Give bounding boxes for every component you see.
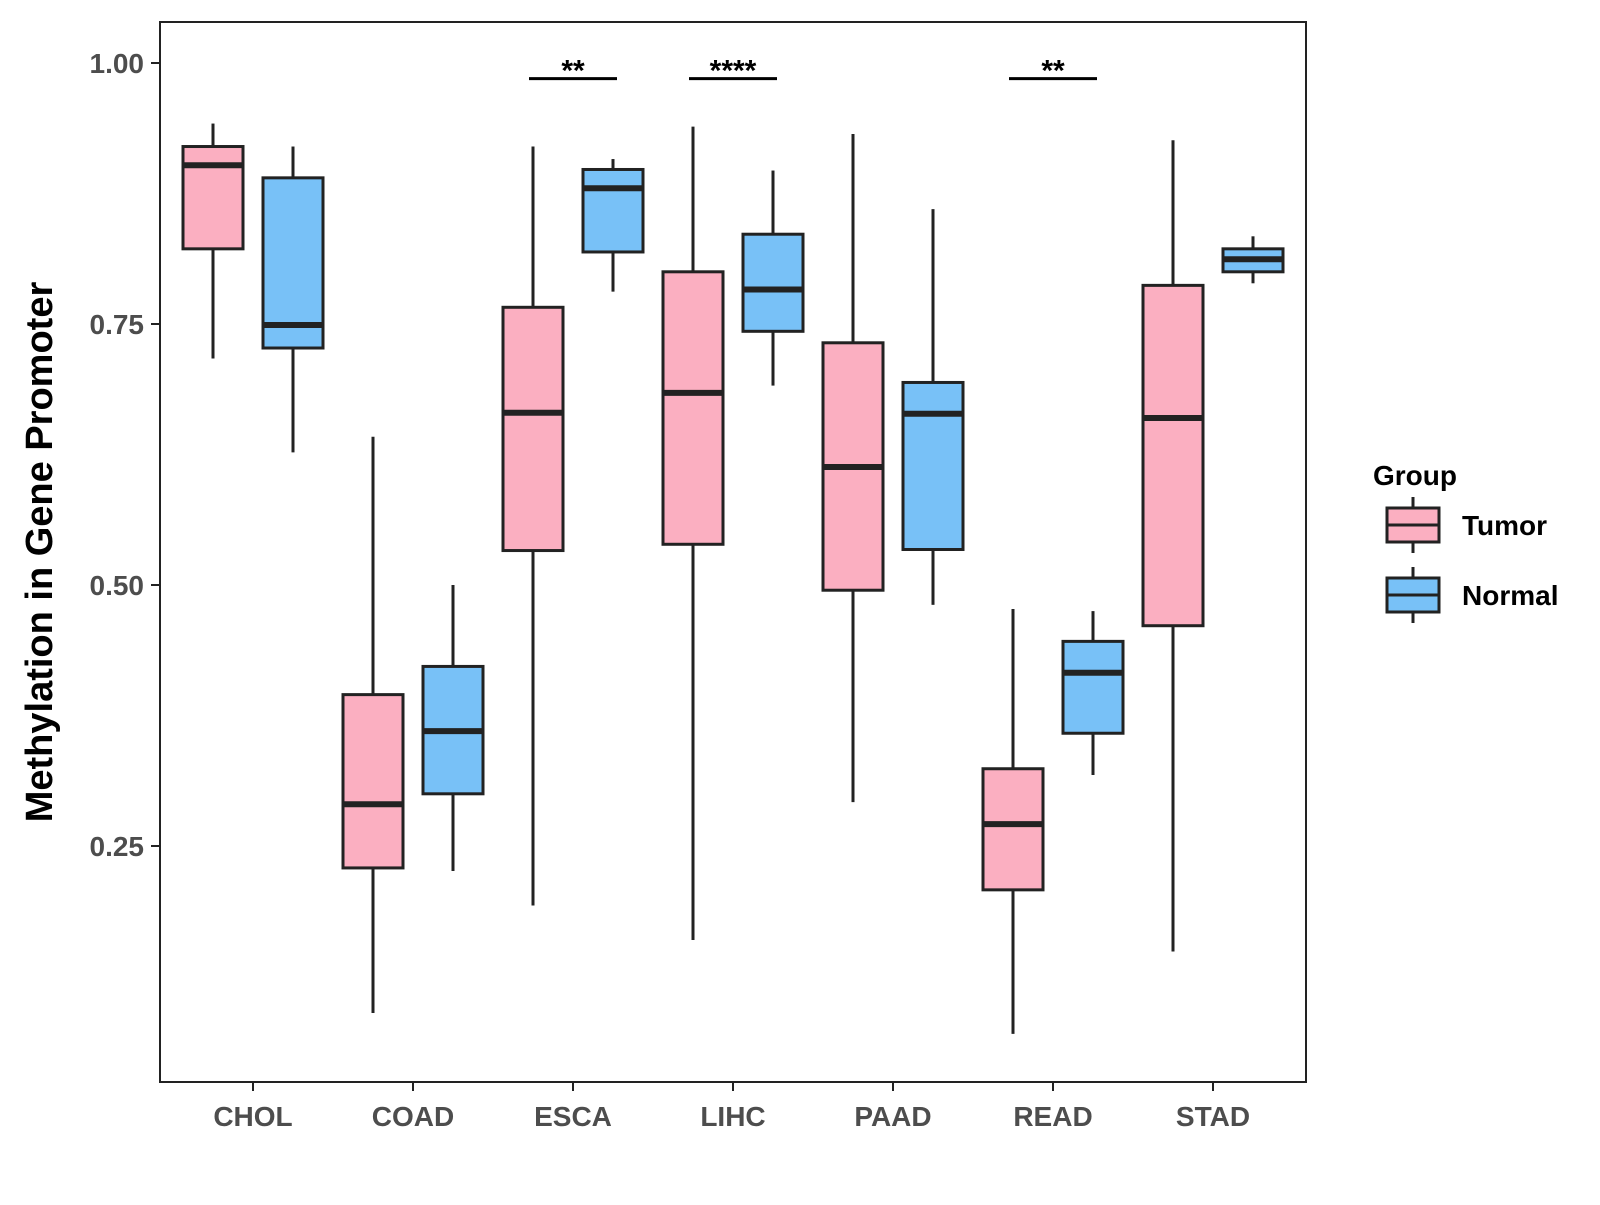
y-tick-label: 0.50 bbox=[90, 570, 145, 601]
box-tumor-paad bbox=[821, 133, 885, 803]
significance-read: ** bbox=[1009, 55, 1097, 88]
panel-border bbox=[159, 21, 1307, 1083]
box-body bbox=[581, 167, 645, 254]
box-normal-coad bbox=[421, 585, 485, 872]
box-normal-stad bbox=[1221, 236, 1285, 284]
y-axis-title: Methylation in Gene Promoter bbox=[19, 282, 61, 823]
y-tick-label: 1.00 bbox=[90, 48, 145, 79]
box-body bbox=[1061, 639, 1125, 735]
box-tumor-stad bbox=[1141, 140, 1205, 952]
x-tick-label: READ bbox=[1013, 1101, 1092, 1132]
box-normal-paad bbox=[901, 209, 965, 605]
significance-annotations: ** **** ** bbox=[529, 55, 1097, 88]
box-normal-esca bbox=[581, 159, 645, 292]
box-body bbox=[341, 693, 405, 870]
box-body bbox=[661, 270, 725, 546]
box-tumor-coad bbox=[341, 436, 405, 1014]
legend: Group Tumor Normal bbox=[1373, 460, 1558, 623]
significance-label: **** bbox=[710, 55, 757, 88]
x-tick-label: LIHC bbox=[700, 1101, 765, 1132]
x-tick-label: COAD bbox=[372, 1101, 454, 1132]
significance-label: ** bbox=[561, 55, 585, 88]
box-body bbox=[261, 176, 325, 350]
significance-lihc: **** bbox=[689, 55, 777, 88]
legend-title: Group bbox=[1373, 460, 1457, 491]
box-tumor-lihc bbox=[661, 126, 725, 940]
box-tumor-read bbox=[981, 609, 1045, 1034]
x-tick-label: ESCA bbox=[534, 1101, 612, 1132]
significance-label: ** bbox=[1041, 55, 1065, 88]
box-tumor-chol bbox=[181, 123, 245, 359]
box-body bbox=[501, 305, 565, 553]
box-body bbox=[1141, 283, 1205, 628]
box-tumor-esca bbox=[501, 146, 565, 906]
legend-entry-tumor: Tumor bbox=[1385, 497, 1547, 553]
y-tick-label: 0.25 bbox=[90, 831, 145, 862]
legend-label: Normal bbox=[1462, 580, 1558, 611]
box-body bbox=[901, 380, 965, 552]
x-tick-label: PAAD bbox=[854, 1101, 931, 1132]
box-normal-read bbox=[1061, 611, 1125, 776]
box-body bbox=[741, 232, 805, 333]
box-body bbox=[981, 767, 1045, 892]
legend-label: Tumor bbox=[1462, 510, 1547, 541]
significance-esca: ** bbox=[529, 55, 617, 88]
x-tick-label: STAD bbox=[1176, 1101, 1250, 1132]
box-normal-lihc bbox=[741, 170, 805, 386]
box-body bbox=[181, 145, 245, 251]
legend-entry-normal: Normal bbox=[1385, 567, 1558, 623]
plot-area bbox=[181, 123, 1285, 1034]
x-tick-label: CHOL bbox=[213, 1101, 292, 1132]
y-tick-label: 0.75 bbox=[90, 309, 145, 340]
box-normal-chol bbox=[261, 146, 325, 453]
axes: 0.25 0.50 0.75 1.00 CHOL COAD ESCA LIHC PAAD READ… bbox=[90, 21, 1307, 1132]
